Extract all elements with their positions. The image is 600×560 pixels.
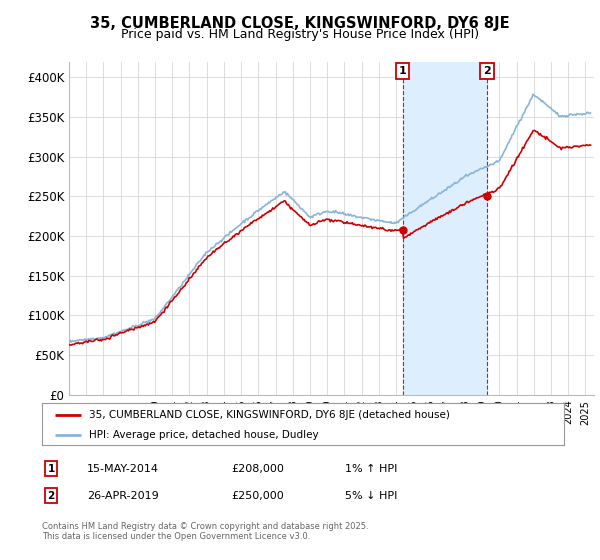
Text: 5% ↓ HPI: 5% ↓ HPI: [345, 491, 397, 501]
Text: 2: 2: [483, 66, 491, 76]
Text: 1: 1: [47, 464, 55, 474]
Text: 26-APR-2019: 26-APR-2019: [87, 491, 159, 501]
Text: 35, CUMBERLAND CLOSE, KINGSWINFORD, DY6 8JE (detached house): 35, CUMBERLAND CLOSE, KINGSWINFORD, DY6 …: [89, 410, 450, 421]
Text: 1: 1: [398, 66, 406, 76]
Text: 1% ↑ HPI: 1% ↑ HPI: [345, 464, 397, 474]
Text: HPI: Average price, detached house, Dudley: HPI: Average price, detached house, Dudl…: [89, 430, 319, 440]
Text: £250,000: £250,000: [231, 491, 284, 501]
Text: Contains HM Land Registry data © Crown copyright and database right 2025.
This d: Contains HM Land Registry data © Crown c…: [42, 522, 368, 542]
Text: Price paid vs. HM Land Registry's House Price Index (HPI): Price paid vs. HM Land Registry's House …: [121, 28, 479, 41]
Text: 2: 2: [47, 491, 55, 501]
Text: 35, CUMBERLAND CLOSE, KINGSWINFORD, DY6 8JE: 35, CUMBERLAND CLOSE, KINGSWINFORD, DY6 …: [90, 16, 510, 31]
Text: 15-MAY-2014: 15-MAY-2014: [87, 464, 159, 474]
Bar: [403, 62, 487, 395]
Text: £208,000: £208,000: [231, 464, 284, 474]
